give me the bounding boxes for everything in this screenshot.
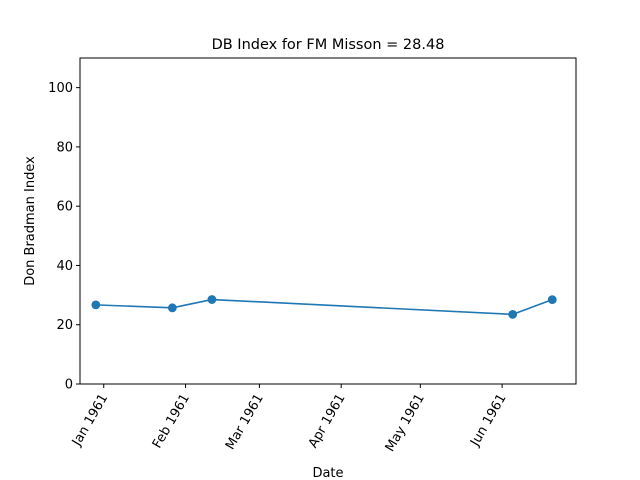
y-axis-label: Don Bradman Index [23,156,38,286]
x-axis-label: Date [312,466,343,480]
y-tick-label: 40 [56,259,73,274]
y-tick-label: 20 [56,318,73,333]
chart-title: DB Index for FM Misson = 28.48 [212,37,445,53]
y-tick-label: 60 [56,200,73,215]
data-point [91,300,101,310]
y-tick-label: 0 [65,378,73,393]
axes-frame [79,57,577,385]
y-tick-label: 80 [56,140,73,155]
y-tick-label: 100 [48,81,73,96]
data-point [508,309,518,319]
data-point [547,295,557,304]
data-point [167,303,177,313]
data-point [207,295,217,304]
